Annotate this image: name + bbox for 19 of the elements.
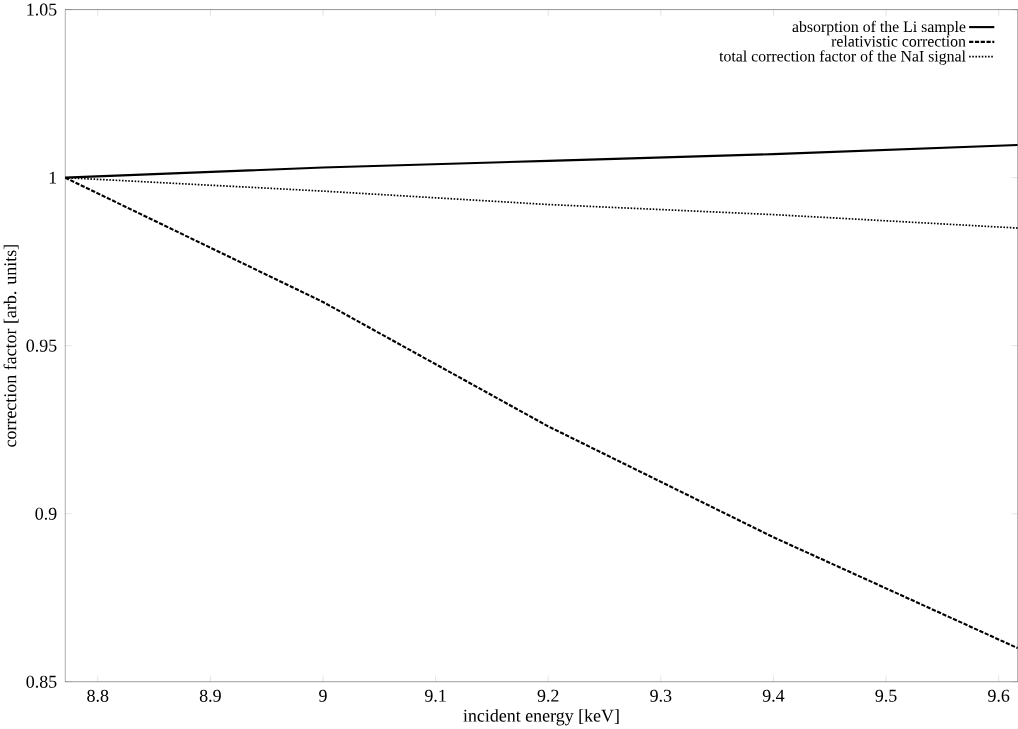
y-tick-label: 0.95 xyxy=(26,339,57,352)
x-tick-label: 9 xyxy=(319,689,327,702)
x-tick-label: 8.9 xyxy=(199,689,221,702)
x-tick-label: 9.1 xyxy=(424,689,446,702)
legend-label: absorption of the Li sample xyxy=(792,20,966,36)
y-axis-title: correction factor [arb. units] xyxy=(3,245,19,447)
y-tick-label: 1.05 xyxy=(27,3,57,16)
x-tick-label: 9.5 xyxy=(875,689,897,702)
legend-label: relativistic correction xyxy=(831,35,966,47)
legend-label: total correction factor of the NaI signal xyxy=(719,50,966,65)
x-tick-label: 9.3 xyxy=(650,689,672,702)
x-axis-title: incident energy [keV] xyxy=(463,709,619,726)
y-tick-label: 0.85 xyxy=(26,675,57,688)
y-tick-label: 0.9 xyxy=(35,507,57,520)
x-tick-label: 9.6 xyxy=(988,689,1010,702)
x-tick-label: 9.4 xyxy=(762,689,785,702)
x-tick-label: 8.8 xyxy=(87,689,109,702)
y-tick-label: 1 xyxy=(49,171,57,184)
x-tick-label: 9.2 xyxy=(537,689,559,702)
